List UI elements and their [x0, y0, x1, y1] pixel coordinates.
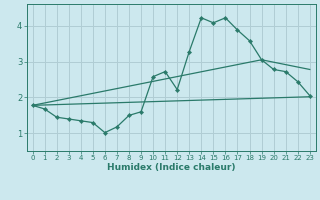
X-axis label: Humidex (Indice chaleur): Humidex (Indice chaleur) — [107, 163, 236, 172]
